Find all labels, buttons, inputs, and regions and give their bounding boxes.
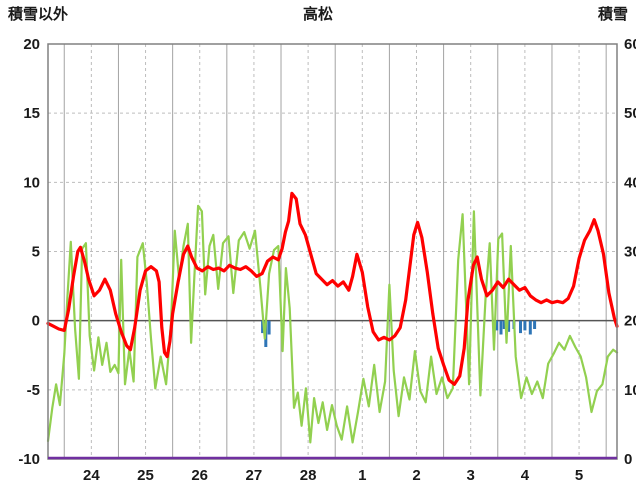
right-axis-tick: 50: [624, 105, 636, 122]
right-axis-title: 積雪: [597, 5, 628, 23]
left-axis-tick: 10: [23, 174, 40, 191]
x-axis-label: 26: [191, 467, 208, 484]
snow-bar: [519, 320, 522, 334]
chart-header: 積雪以外 高松 積雪: [0, 2, 636, 24]
snow-bar: [495, 320, 499, 331]
x-axis-label: 27: [246, 467, 263, 484]
left-axis-tick: 0: [32, 313, 40, 330]
left-axis-tick: 20: [23, 36, 40, 53]
snow-bar: [507, 320, 511, 332]
x-axis-label: 25: [137, 467, 154, 484]
x-axis-label: 2: [412, 467, 420, 484]
x-axis-label: 24: [83, 467, 100, 484]
right-axis-tick: 10: [624, 382, 636, 399]
snow-bar: [261, 320, 265, 334]
left-axis-tick: 15: [23, 105, 40, 122]
right-axis-tick: 40: [624, 174, 636, 191]
right-axis-tick: 0: [624, 451, 632, 468]
left-axis-tick: 5: [32, 244, 40, 261]
red-series: [46, 191, 619, 386]
x-axis-label: 4: [521, 467, 530, 484]
snow-bar: [533, 320, 537, 329]
x-axis-label: 5: [575, 467, 583, 484]
left-axis-title: 積雪以外: [8, 5, 69, 23]
x-axis-label: 3: [467, 467, 475, 484]
right-axis-tick: 20: [624, 313, 636, 330]
chart-title: 高松: [302, 5, 333, 23]
x-axis-label: 1: [358, 467, 366, 484]
snow-bar: [267, 320, 271, 335]
snow-bar: [502, 320, 506, 329]
snow-bar: [523, 320, 527, 331]
snow-bar: [499, 320, 503, 335]
left-axis-tick: -10: [18, 451, 40, 468]
snow-bar: [528, 320, 532, 335]
x-axis-label: 28: [300, 467, 317, 484]
left-axis-tick: -5: [27, 382, 40, 399]
right-axis-tick: 60: [624, 36, 636, 53]
right-axis-tick: 30: [624, 244, 636, 261]
